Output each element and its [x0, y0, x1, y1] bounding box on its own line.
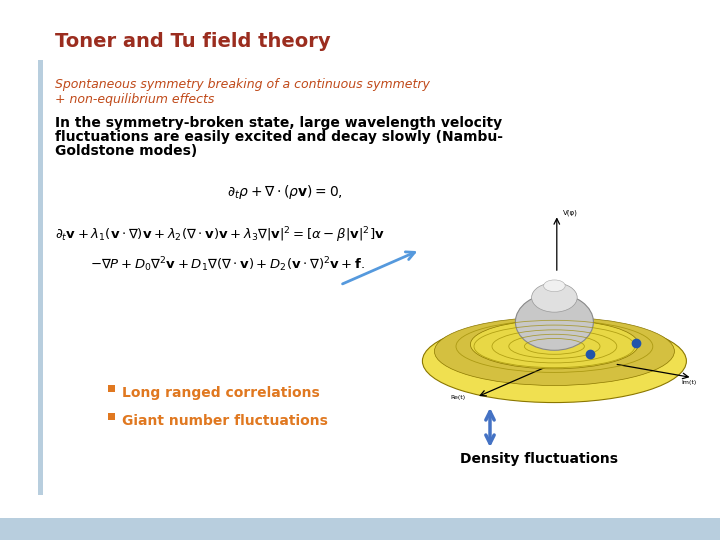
- Text: + non-equilibrium effects: + non-equilibrium effects: [55, 93, 215, 106]
- Text: Long ranged correlations: Long ranged correlations: [122, 386, 320, 400]
- Ellipse shape: [434, 317, 675, 386]
- Text: Toner and Tu field theory: Toner and Tu field theory: [55, 32, 330, 51]
- Text: $\partial_t\rho + \nabla \cdot (\rho\mathbf{v}) = 0,$: $\partial_t\rho + \nabla \cdot (\rho\mat…: [227, 183, 343, 201]
- Bar: [0, 518, 720, 540]
- Text: Goldstone modes): Goldstone modes): [55, 144, 197, 158]
- Text: V(φ): V(φ): [563, 210, 577, 216]
- Text: Re(t): Re(t): [451, 395, 466, 400]
- Text: Giant number fluctuations: Giant number fluctuations: [122, 414, 328, 428]
- Text: fluctuations are easily excited and decay slowly (Nambu-: fluctuations are easily excited and deca…: [55, 130, 503, 144]
- Text: Density fluctuations: Density fluctuations: [460, 452, 618, 466]
- Text: Velocity fluctuations: Velocity fluctuations: [460, 375, 621, 389]
- Text: In the symmetry-broken state, large wavelength velocity: In the symmetry-broken state, large wave…: [55, 116, 502, 130]
- Text: Im(t): Im(t): [681, 380, 696, 384]
- Bar: [108, 385, 115, 392]
- Ellipse shape: [531, 283, 577, 312]
- Ellipse shape: [544, 280, 565, 292]
- Bar: [38, 60, 43, 495]
- Ellipse shape: [423, 320, 686, 402]
- Ellipse shape: [516, 294, 593, 350]
- Bar: [108, 413, 115, 420]
- Text: $\partial_t\mathbf{v} + \lambda_1(\mathbf{v}\cdot\nabla)\mathbf{v} + \lambda_2(\: $\partial_t\mathbf{v} + \lambda_1(\mathb…: [55, 225, 384, 245]
- Text: Spontaneous symmetry breaking of a continuous symmetry: Spontaneous symmetry breaking of a conti…: [55, 78, 430, 91]
- Ellipse shape: [470, 320, 639, 369]
- Text: $-\nabla P + D_0\nabla^2\mathbf{v} + D_1\nabla(\nabla\cdot\mathbf{v}) + D_2(\mat: $-\nabla P + D_0\nabla^2\mathbf{v} + D_1…: [90, 255, 365, 274]
